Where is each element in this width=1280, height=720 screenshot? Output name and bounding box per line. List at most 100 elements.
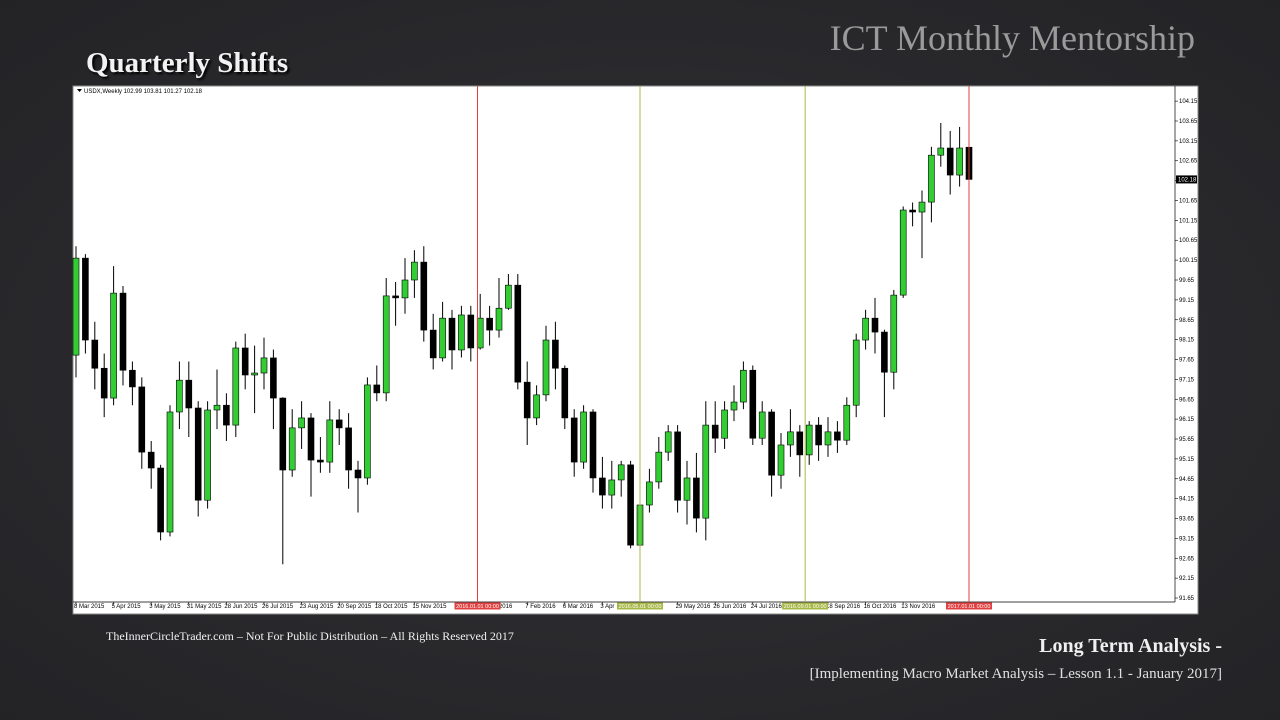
last-price-box <box>1176 175 1197 184</box>
candle-body <box>721 409 728 439</box>
candle-body <box>119 292 127 371</box>
candle-body <box>307 417 315 461</box>
candle-body <box>871 317 879 333</box>
candle-body <box>899 209 907 296</box>
y-tick-label: 101.15 <box>1179 218 1198 224</box>
y-tick-label: 92.15 <box>1179 576 1195 582</box>
y-tick-label: 98.65 <box>1179 318 1195 324</box>
candle-body <box>834 431 841 441</box>
candle-body <box>392 295 399 299</box>
x-tick-label: 3 May 2015 <box>149 604 181 610</box>
separator-label-box <box>946 602 992 610</box>
candle-body <box>476 317 484 349</box>
x-tick-label: 24 Jul 2016 <box>751 604 783 610</box>
y-tick-label: 101.65 <box>1179 198 1198 204</box>
y-tick-label: 102.65 <box>1179 159 1198 165</box>
candle-body <box>91 339 99 369</box>
x-tick-label: 13 Nov 2016 <box>901 604 936 610</box>
candle-body <box>401 279 409 299</box>
x-tick-label: 15 Nov 2015 <box>412 604 447 610</box>
candle-body <box>533 394 540 419</box>
y-tick-label: 95.15 <box>1179 457 1195 463</box>
candle-body <box>787 431 794 446</box>
candle-body <box>82 257 89 341</box>
candle-body <box>166 411 174 533</box>
candle-body <box>627 464 634 546</box>
separator-label-box <box>617 602 663 610</box>
candle-body <box>270 357 277 399</box>
x-tick-label: 26 Jul 2015 <box>262 604 294 610</box>
candle-body <box>429 329 437 359</box>
separator-label-box <box>454 602 501 610</box>
lesson: [Implementing Macro Market Analysis – Le… <box>810 666 1222 682</box>
candle-body <box>213 404 221 411</box>
candle-body <box>758 411 766 439</box>
candle-body <box>918 201 926 213</box>
candle-body <box>373 384 381 394</box>
candle-body <box>664 431 672 453</box>
candle-body <box>335 419 343 429</box>
y-tick-label: 95.65 <box>1179 437 1195 443</box>
candle-body <box>194 407 202 501</box>
candle-body <box>345 427 352 471</box>
y-tick-label: 103.15 <box>1179 139 1198 145</box>
candle-body <box>730 401 738 411</box>
x-tick-label: 5 Apr 2015 <box>112 604 142 610</box>
separator-label: 2016.01.01 00:00 <box>456 604 499 610</box>
candle-body <box>495 307 503 331</box>
candle-body <box>693 477 700 519</box>
candle-body <box>260 357 268 374</box>
legend-arrow <box>77 89 82 92</box>
candle-body <box>110 292 117 399</box>
candle-body <box>956 147 963 176</box>
candle-body <box>608 479 616 496</box>
candle-body <box>805 424 813 456</box>
candle-body <box>204 409 211 501</box>
subtitle: Long Term Analysis - <box>1039 635 1222 657</box>
y-tick-label: 98.15 <box>1179 338 1195 344</box>
candle-body <box>147 451 155 469</box>
candle-body <box>599 477 606 496</box>
x-tick-label: 23 Aug 2015 <box>300 604 334 610</box>
candle-body <box>176 379 183 413</box>
candle-body <box>909 209 916 213</box>
separator-label-box <box>782 602 829 610</box>
brand: ICT Monthly Mentorship <box>830 18 1195 58</box>
candle-body <box>740 369 747 403</box>
candle-body <box>768 411 775 476</box>
candle-body <box>589 411 597 479</box>
separator-label: 2017.01.01 00:00 <box>948 604 991 610</box>
candle-body <box>946 147 954 176</box>
footer: TheInnerCircleTrader.com – Not For Publi… <box>106 629 514 643</box>
chart-legend: USDX,Weekly 102.99 103.81 101.27 102.18 <box>84 89 203 95</box>
x-tick-label: 18 Sep 2016 <box>826 604 861 610</box>
candle-body <box>617 464 625 481</box>
candle-body <box>232 347 240 426</box>
candle-body <box>683 477 691 501</box>
last-price-label: 102.18 <box>1178 177 1197 183</box>
candle-body <box>486 317 493 331</box>
x-tick-label: 29 May 2016 <box>676 604 711 610</box>
candle-body <box>298 417 305 429</box>
y-tick-label: 96.15 <box>1179 417 1195 423</box>
y-tick-label: 97.65 <box>1179 358 1195 364</box>
candle-body <box>326 419 334 463</box>
y-tick-label: 94.65 <box>1179 477 1195 483</box>
candle-body <box>448 317 456 351</box>
candle-body <box>505 284 512 309</box>
candle-body <box>862 317 869 341</box>
x-tick-label: 3 Apr <box>600 604 614 610</box>
candle-body <box>852 339 860 406</box>
candle-body <box>279 397 287 471</box>
candle-body <box>561 367 569 419</box>
x-tick-label: 6 Mar 2016 <box>563 604 594 610</box>
candle-body <box>157 467 164 533</box>
candle-body <box>439 317 446 359</box>
candle-body <box>570 417 578 463</box>
y-tick-label: 104.15 <box>1179 99 1198 105</box>
y-tick-label: 96.65 <box>1179 397 1195 403</box>
candle-body <box>458 314 465 351</box>
candle-body <box>223 404 230 426</box>
candle-body <box>411 261 418 281</box>
